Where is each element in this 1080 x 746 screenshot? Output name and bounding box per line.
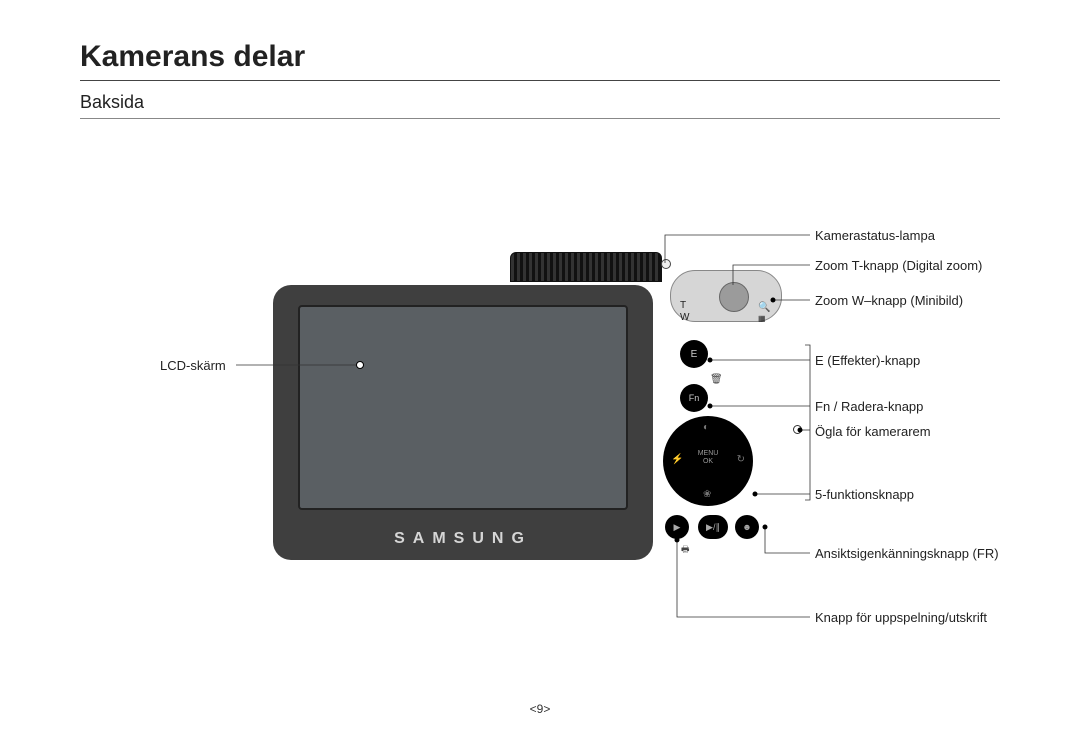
thumbnail-grid-icon: ▦ (758, 314, 766, 323)
zoom-w-mark: W (680, 312, 689, 323)
zoom-t-mark: T (680, 300, 686, 311)
fn-button: Fn (680, 384, 708, 412)
page-subtitle: Baksida (80, 92, 144, 113)
pad-center-label: MENU OK (689, 450, 727, 466)
label-lcd: LCD-skärm (160, 358, 226, 373)
pad-right-icon: ↻ (737, 454, 745, 465)
effects-button: E (680, 340, 708, 368)
magnifier-icon: 🔍 (758, 302, 770, 313)
camera-body: SAMSUNG (273, 285, 653, 560)
label-playback: Knapp för uppspelning/utskrift (815, 610, 987, 625)
lcd-screen (298, 305, 628, 510)
label-fn-btn: Fn / Radera-knapp (815, 399, 923, 414)
trash-icon: 🗑 (710, 374, 723, 385)
label-zoom-w: Zoom W–knapp (Minibild) (815, 293, 963, 308)
status-lamp (661, 259, 671, 269)
page-number: <9> (0, 702, 1080, 716)
camera-top-ridge (510, 252, 662, 282)
play-pause-button: ▶/∥ (698, 515, 728, 539)
printer-icon: 🖶 (681, 542, 690, 558)
playback-button: ▶ (665, 515, 689, 539)
label-strap: Ögla för kamerarem (815, 424, 931, 439)
title-rule (80, 80, 1000, 81)
manual-page: Kamerans delar Baksida SAMSUNG T W 🔍 ▦ E… (0, 0, 1080, 746)
five-way-pad: ◐ ❀ ⚡ ↻ MENU OK (663, 416, 753, 506)
pad-up-icon: ◐ (703, 422, 709, 433)
subtitle-rule (80, 118, 1000, 119)
pad-menu-text: MENU (698, 450, 719, 457)
page-title: Kamerans delar (80, 40, 305, 74)
label-pad5: 5-funktionsknapp (815, 487, 914, 502)
pad-ok-text: OK (703, 458, 713, 465)
label-status-lamp: Kamerastatus-lampa (815, 228, 935, 243)
label-fr: Ansiktsigenkänningsknapp (FR) (815, 546, 999, 561)
label-e-btn: E (Effekter)-knapp (815, 353, 920, 368)
brand-logo: SAMSUNG (273, 530, 653, 548)
label-zoom-t: Zoom T-knapp (Digital zoom) (815, 258, 982, 273)
face-recognition-button: ☻ (735, 515, 759, 539)
strap-eyelet (793, 425, 802, 434)
pad-left-icon: ⚡ (671, 454, 683, 465)
pad-down-icon: ❀ (703, 489, 711, 500)
zoom-center-dot (719, 282, 749, 312)
